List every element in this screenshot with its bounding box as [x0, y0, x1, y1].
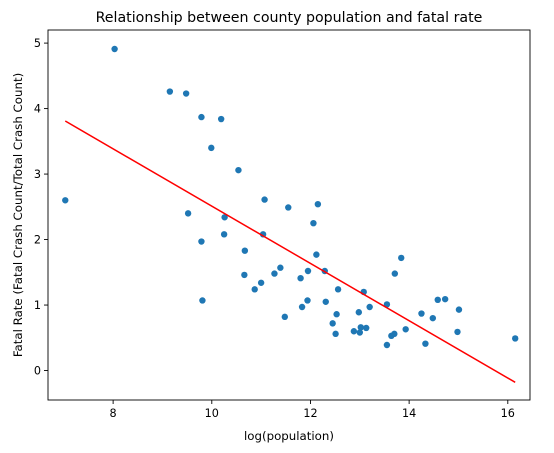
data-point — [198, 113, 205, 121]
data-point — [313, 251, 320, 258]
data-point — [241, 271, 248, 279]
data-point — [298, 303, 306, 311]
y-tick-label: 5 — [34, 37, 41, 50]
x-tick-label: 12 — [303, 407, 317, 420]
data-point — [182, 90, 190, 97]
data-point — [357, 324, 364, 331]
data-point — [259, 231, 267, 238]
x-axis-ticks: 8 10 12 14 16 — [110, 400, 515, 420]
data-point — [235, 166, 242, 174]
data-point — [429, 314, 437, 322]
data-point — [220, 231, 228, 238]
data-point — [198, 238, 205, 245]
data-point — [363, 324, 370, 332]
data-point — [285, 204, 292, 211]
y-tick-label: 1 — [34, 299, 41, 312]
data-point — [333, 311, 340, 318]
data-point — [332, 330, 339, 338]
data-point — [383, 301, 391, 308]
data-point — [251, 286, 258, 293]
data-point — [111, 45, 118, 53]
data-point — [257, 279, 265, 286]
y-axis-label: Fatal Rate (Fatal Crash Count/Total Cras… — [11, 73, 25, 357]
data-point — [304, 267, 312, 275]
data-point — [241, 247, 249, 254]
data-point — [261, 196, 268, 203]
data-point — [383, 341, 391, 349]
data-point — [199, 297, 206, 304]
x-tick-label: 14 — [402, 407, 416, 420]
data-point — [304, 297, 311, 304]
data-point — [366, 303, 373, 311]
data-point — [329, 320, 336, 327]
data-point — [422, 340, 429, 347]
data-point — [208, 144, 215, 152]
data-point — [391, 270, 399, 277]
data-point — [418, 310, 425, 317]
data-point — [217, 115, 225, 123]
y-tick-label: 4 — [34, 103, 41, 116]
trend-line — [64, 120, 516, 383]
trend-line-layer — [64, 120, 516, 383]
data-point — [281, 313, 289, 321]
data-point — [314, 200, 322, 208]
data-point — [297, 274, 304, 282]
data-point — [166, 88, 174, 95]
data-point — [455, 306, 463, 313]
data-point — [398, 254, 405, 262]
data-point — [441, 295, 449, 303]
data-point — [391, 330, 398, 338]
data-point — [350, 328, 358, 335]
data-point — [334, 286, 342, 293]
axes-frame — [47, 29, 531, 401]
data-point — [511, 335, 519, 342]
data-point — [184, 210, 192, 217]
data-point — [271, 270, 278, 277]
data-points — [62, 45, 519, 349]
chart-title: Relationship between county population a… — [96, 10, 483, 26]
y-axis-ticks: 0 1 2 3 4 5 — [34, 37, 48, 378]
data-point — [62, 197, 69, 204]
data-point — [355, 309, 363, 316]
data-point — [402, 326, 409, 333]
data-point — [322, 298, 329, 305]
data-point — [221, 214, 228, 221]
y-tick-label: 3 — [34, 168, 41, 181]
data-point — [277, 264, 284, 271]
data-point — [434, 296, 441, 304]
x-tick-label: 10 — [205, 407, 219, 420]
x-axis-label: log(population) — [244, 429, 334, 443]
y-tick-label: 0 — [34, 365, 41, 378]
y-tick-label: 2 — [34, 234, 41, 247]
data-point — [356, 329, 363, 336]
data-point — [454, 328, 461, 336]
x-tick-label: 8 — [110, 407, 117, 420]
data-point — [310, 219, 317, 227]
x-tick-label: 16 — [501, 407, 515, 420]
